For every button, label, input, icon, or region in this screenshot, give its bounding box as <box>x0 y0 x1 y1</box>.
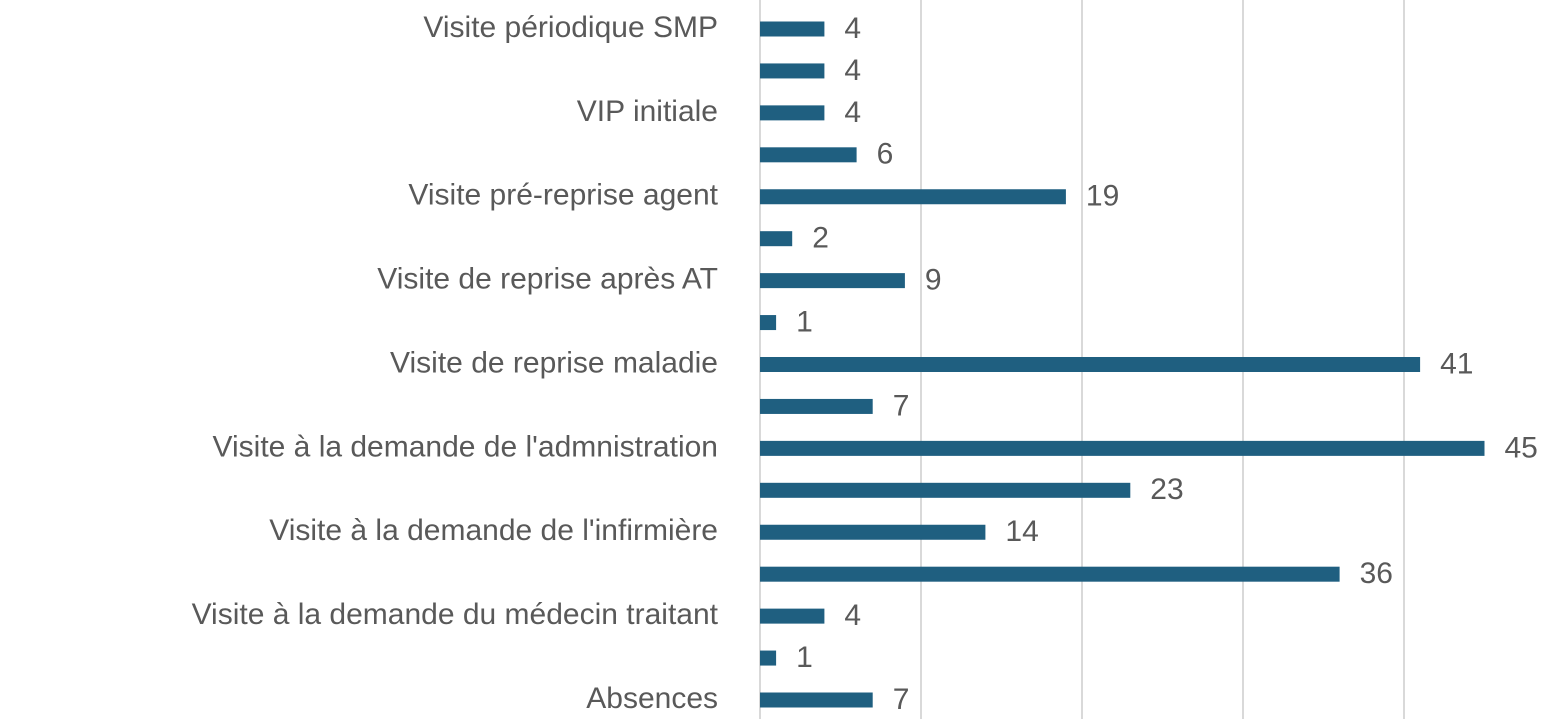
value-label: 45 <box>1505 431 1538 464</box>
bar <box>760 524 986 540</box>
value-label: 4 <box>844 12 861 45</box>
value-label: 1 <box>796 641 813 674</box>
value-label: 4 <box>844 54 861 87</box>
value-label: 6 <box>877 138 894 171</box>
bar <box>760 63 825 79</box>
bar <box>760 21 825 37</box>
value-label: 4 <box>844 599 861 632</box>
y-tick-label: Visite à la demande de l'admnistration <box>213 430 718 463</box>
bar <box>760 398 873 414</box>
bar <box>760 357 1421 372</box>
bar <box>760 189 1066 205</box>
y-tick-label: VIP initiale <box>577 95 718 128</box>
y-tick-label: Absences <box>586 682 718 715</box>
y-tick-label: Visite à la demande de l'infirmière <box>269 514 718 547</box>
bar <box>760 147 857 163</box>
bar <box>760 608 825 624</box>
value-label: 41 <box>1440 347 1473 380</box>
value-label: 14 <box>1005 515 1038 548</box>
bar <box>760 566 1340 582</box>
bar <box>760 650 777 666</box>
bar <box>760 105 825 121</box>
y-tick-label: Visite à la demande du médecin traitant <box>192 598 719 631</box>
value-label: 2 <box>812 222 829 255</box>
y-tick-label: Visite pré-reprise agent <box>408 179 718 212</box>
bar <box>760 315 777 331</box>
bar <box>760 692 873 708</box>
value-label: 9 <box>925 264 942 297</box>
value-label: 36 <box>1360 557 1393 590</box>
value-label: 23 <box>1150 473 1183 506</box>
value-label: 4 <box>844 96 861 129</box>
value-label: 1 <box>796 305 813 338</box>
bar <box>760 231 793 247</box>
y-tick-label: Visite de reprise maladie <box>390 346 718 379</box>
bar <box>760 440 1485 456</box>
value-label: 19 <box>1086 180 1119 213</box>
y-tick-label: Visite périodique SMP <box>423 11 718 44</box>
bar <box>760 273 905 289</box>
y-tick-label: Visite de reprise après AT <box>377 263 718 296</box>
value-label: 7 <box>893 683 910 716</box>
bar <box>760 482 1131 498</box>
value-label: 7 <box>893 389 910 422</box>
